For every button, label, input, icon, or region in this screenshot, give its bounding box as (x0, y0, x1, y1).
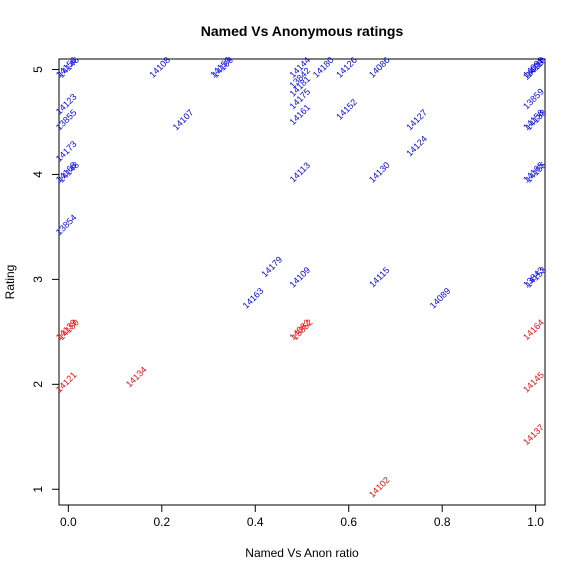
y-tick-label: 2 (31, 381, 45, 388)
x-tick-label: 0.8 (434, 515, 451, 529)
y-tick-label: 1 (31, 486, 45, 493)
point-label: 14163 (241, 286, 266, 311)
chart-title: Named Vs Anonymous ratings (201, 23, 404, 39)
point-label: 14115 (367, 265, 391, 289)
point-label: 14107 (171, 107, 196, 132)
x-tick-label: 0.6 (340, 515, 357, 529)
point-label: 13854 (54, 212, 79, 237)
y-tick-label: 4 (31, 171, 45, 178)
point-label: 14137 (521, 422, 546, 447)
point-label: 13859 (521, 86, 546, 111)
x-axis-label: Named Vs Anon ratio (245, 546, 359, 560)
point-label: 14113 (288, 160, 312, 184)
point-label: 14173 (54, 139, 79, 164)
y-axis-label: Rating (3, 265, 17, 300)
plot-frame (58, 58, 546, 506)
point-label: 14152 (334, 97, 359, 122)
point-label: 14089 (428, 286, 453, 311)
x-axis: 0.0 0.2 0.4 0.6 0.8 1.0 (60, 505, 544, 529)
y-tick-label: 3 (31, 276, 45, 283)
point-label: 14164 (521, 317, 546, 342)
x-tick-label: 0.4 (247, 515, 264, 529)
point-label: 14130 (367, 160, 392, 185)
x-tick-label: 0.2 (153, 515, 170, 529)
point-label: 14179 (259, 254, 284, 279)
point-label: 14102 (367, 475, 392, 500)
point-label: 14127 (404, 107, 429, 132)
point-label: 14124 (404, 134, 429, 159)
point-label: 14145 (521, 370, 546, 395)
x-tick-label: 1.0 (527, 515, 544, 529)
y-tick-label: 5 (31, 66, 45, 73)
point-label: 14121 (54, 370, 79, 395)
point-label: 14109 (287, 265, 312, 290)
x-tick-label: 0.0 (60, 515, 77, 529)
y-axis: 1 2 3 4 5 (31, 66, 59, 493)
point-label: 14134 (124, 365, 149, 390)
